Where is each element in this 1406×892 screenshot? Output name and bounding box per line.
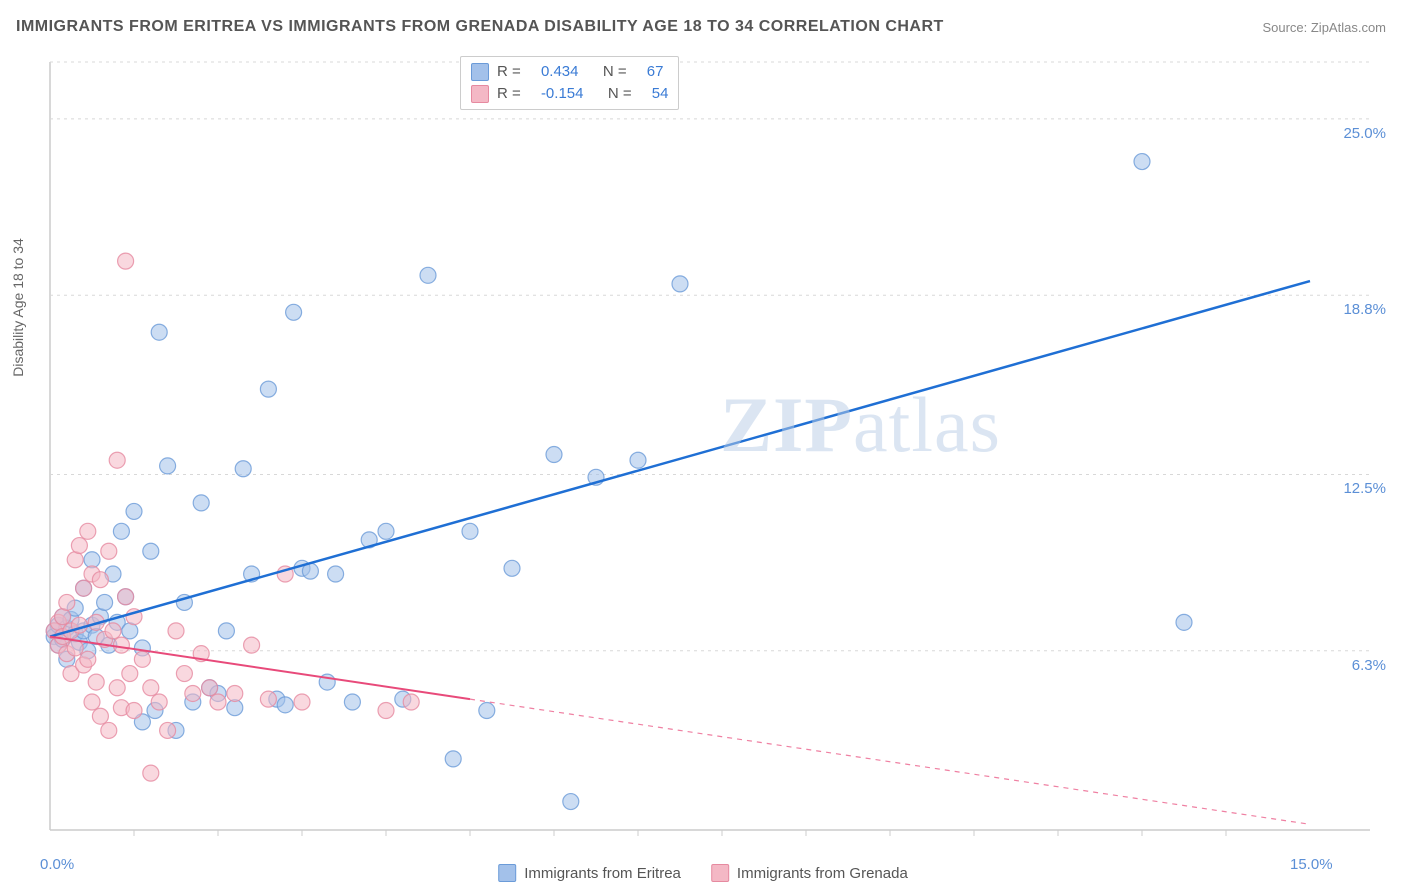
watermark: ZIPatlas bbox=[720, 380, 1001, 470]
y-tick-label: 18.8% bbox=[1343, 301, 1386, 318]
legend-label-0: Immigrants from Eritrea bbox=[524, 865, 681, 882]
legend-series: Immigrants from Eritrea Immigrants from … bbox=[498, 864, 908, 882]
chart-svg bbox=[0, 0, 1406, 892]
swatch-series-0 bbox=[471, 63, 489, 81]
y-tick-label: 12.5% bbox=[1343, 480, 1386, 497]
x-tick-label: 0.0% bbox=[40, 856, 74, 873]
swatch-bottom-1 bbox=[711, 864, 729, 882]
x-tick-label: 15.0% bbox=[1290, 856, 1333, 873]
y-tick-label: 25.0% bbox=[1343, 125, 1386, 142]
swatch-series-1 bbox=[471, 85, 489, 103]
legend-label-1: Immigrants from Grenada bbox=[737, 865, 908, 882]
legend-correlation: R = 0.434 N = 67 R = -0.154 N = 54 bbox=[460, 56, 679, 110]
y-tick-label: 6.3% bbox=[1352, 657, 1386, 674]
swatch-bottom-0 bbox=[498, 864, 516, 882]
